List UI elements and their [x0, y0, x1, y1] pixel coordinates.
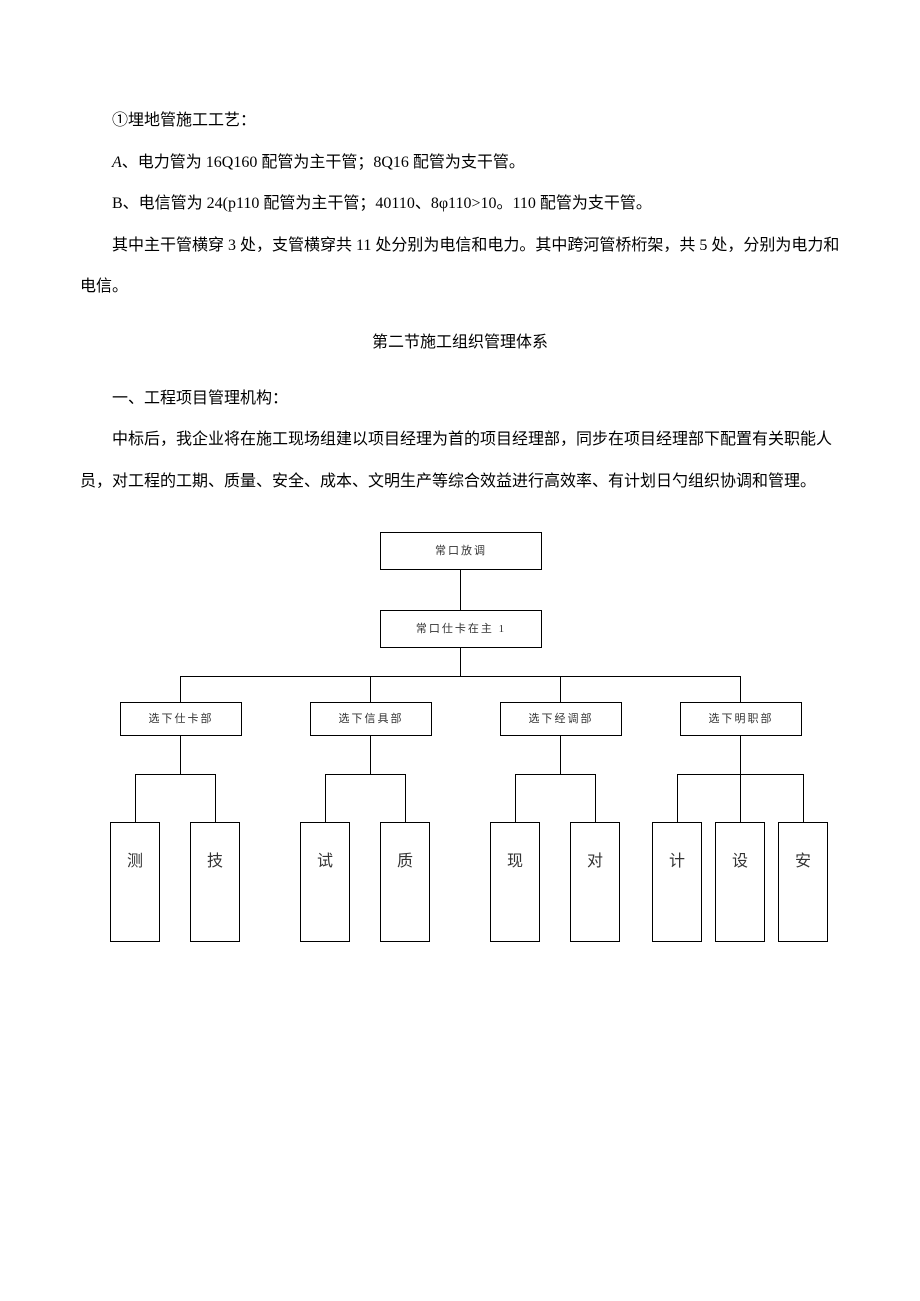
org-chart: 常口放调常口仕卡在主 1 选下仕卡部 选下信具部 选下经调部 选下明职部测技试质现对计设… — [80, 532, 840, 962]
document-page: ①埋地管施工工艺： A、电力管为 16Q160 配管为主干管；8Q16 配管为支… — [0, 0, 920, 1022]
section-title: 第二节施工组织管理体系 — [80, 322, 840, 364]
connector-vertical — [325, 774, 326, 822]
connector-vertical — [803, 774, 804, 822]
connector-vertical — [515, 774, 516, 822]
connector-vertical — [460, 568, 461, 610]
connector-vertical — [180, 734, 181, 774]
connector-horizontal — [515, 774, 595, 775]
org-node-l8: 设 — [715, 822, 765, 942]
org-node-root: 常口放调 — [380, 532, 542, 570]
connector-horizontal — [180, 676, 740, 677]
connector-vertical — [180, 676, 181, 702]
heading-1: 一、工程项目管理机构： — [80, 378, 840, 420]
connector-vertical — [740, 676, 741, 702]
connector-vertical — [215, 774, 216, 822]
connector-vertical — [740, 774, 741, 822]
connector-vertical — [405, 774, 406, 822]
connector-horizontal — [135, 774, 215, 775]
org-node-l3: 试 — [300, 822, 350, 942]
org-node-l5: 现 — [490, 822, 540, 942]
org-node-g4: 选下明职部 — [680, 702, 802, 736]
paragraph-2a: A、电力管为 16Q160 配管为主干管；8Q16 配管为支干管。 — [80, 142, 840, 184]
paragraph-4: 中标后，我企业将在施工现场组建以项目经理为首的项目经理部，同步在项目经理部下配置… — [80, 419, 840, 502]
list-marker-a: A — [112, 154, 122, 171]
org-node-g3: 选下经调部 — [500, 702, 622, 736]
connector-vertical — [740, 734, 741, 774]
connector-vertical — [595, 774, 596, 822]
org-node-g2: 选下信具部 — [310, 702, 432, 736]
org-node-lvl2: 常口仕卡在主 1 — [380, 610, 542, 648]
connector-vertical — [560, 734, 561, 774]
org-node-l7: 计 — [652, 822, 702, 942]
org-node-g1: 选下仕卡部 — [120, 702, 242, 736]
connector-vertical — [560, 676, 561, 702]
paragraph-2a-text: 、电力管为 16Q160 配管为主干管；8Q16 配管为支干管。 — [122, 154, 525, 171]
paragraph-2b: B、电信管为 24(p110 配管为主干管；40110、8φ110>10。110… — [80, 183, 840, 225]
paragraph-3: 其中主干管横穿 3 处，支管横穿共 11 处分别为电信和电力。其中跨河管桥桁架，… — [80, 225, 840, 308]
org-node-l4: 质 — [380, 822, 430, 942]
org-node-l9: 安 — [778, 822, 828, 942]
connector-horizontal — [325, 774, 405, 775]
org-node-l1: 测 — [110, 822, 160, 942]
paragraph-1: ①埋地管施工工艺： — [80, 100, 840, 142]
connector-vertical — [370, 734, 371, 774]
connector-vertical — [370, 676, 371, 702]
connector-vertical — [135, 774, 136, 822]
connector-vertical — [677, 774, 678, 822]
org-node-l6: 对 — [570, 822, 620, 942]
connector-vertical — [460, 646, 461, 676]
org-node-l2: 技 — [190, 822, 240, 942]
